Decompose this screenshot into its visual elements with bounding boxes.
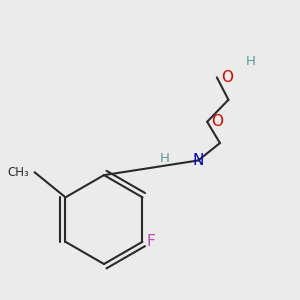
Text: O: O	[221, 70, 233, 85]
Text: N: N	[193, 153, 204, 168]
Text: H: H	[159, 152, 169, 165]
Text: CH₃: CH₃	[7, 166, 29, 179]
Text: H: H	[246, 56, 256, 68]
Text: F: F	[146, 234, 155, 249]
Text: O: O	[211, 114, 223, 129]
